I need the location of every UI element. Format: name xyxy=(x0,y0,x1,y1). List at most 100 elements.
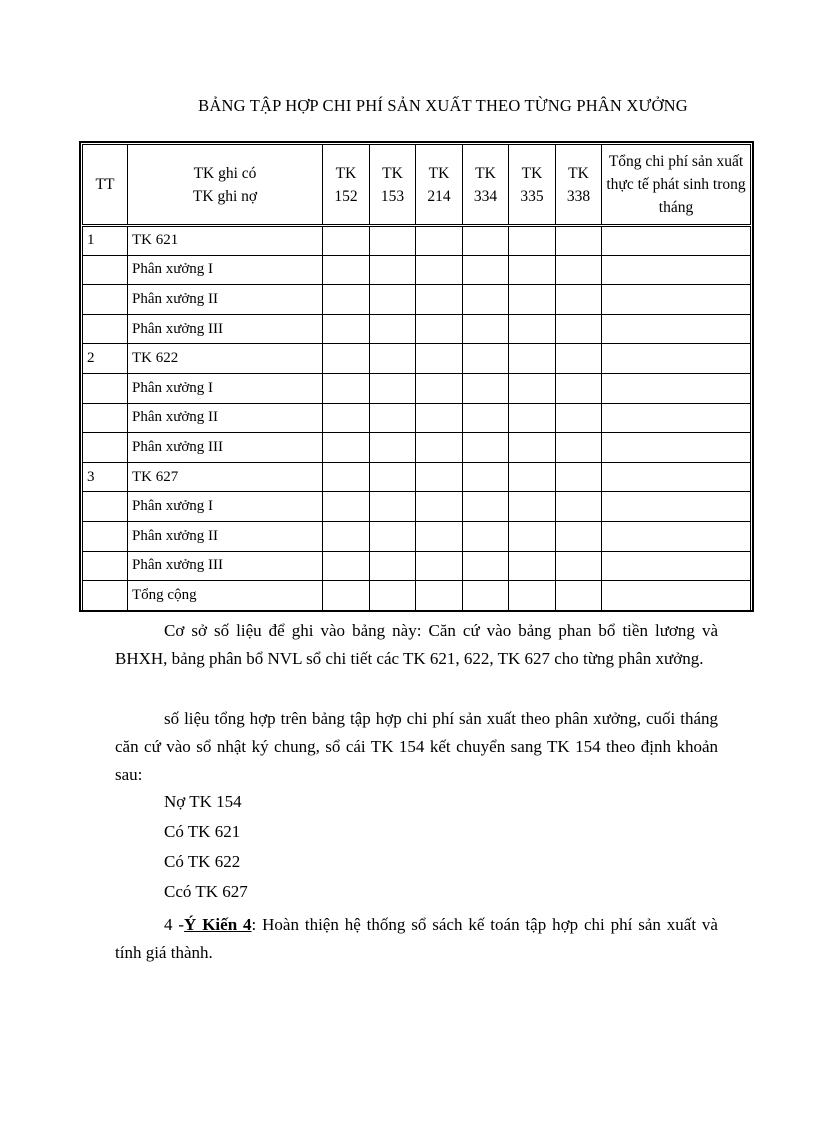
entry-credit-627: Ccó TK 627 xyxy=(164,882,248,901)
section-number: 4 - xyxy=(164,915,185,934)
header-account: TK 338 xyxy=(555,144,602,226)
header-tt: TT xyxy=(82,144,128,226)
table-row: 1 TK 621 xyxy=(82,224,751,256)
paragraph-1: Cơ sở số liệu để ghi vào bảng này: Căn c… xyxy=(115,621,718,668)
table-row: Phân xưởng III xyxy=(82,550,751,582)
cell-value xyxy=(322,284,370,315)
cell-value xyxy=(555,432,602,463)
label: 338 xyxy=(566,187,591,205)
cell-tt xyxy=(82,284,128,315)
cell-value xyxy=(508,520,556,552)
cell-value xyxy=(555,491,602,522)
cell-value xyxy=(462,254,509,286)
cell-value xyxy=(322,491,370,522)
cell-value xyxy=(508,550,556,582)
entry-debit-154: Nợ TK 154 xyxy=(164,792,242,811)
table-row: 2 TK 622 xyxy=(82,343,751,374)
cell-value xyxy=(462,372,509,404)
cell-desc: Phân xưởng III xyxy=(127,313,323,345)
cell-value xyxy=(601,343,751,374)
cell-tt xyxy=(82,550,128,582)
cell-desc: TK 627 xyxy=(127,461,323,493)
cell-value xyxy=(508,313,556,345)
cell-value xyxy=(601,254,751,286)
cell-value xyxy=(369,432,416,463)
cell-value xyxy=(601,580,751,611)
cell-value xyxy=(462,580,509,611)
cell-value xyxy=(555,284,602,315)
paragraph-2: số liệu tổng hợp trên bảng tập hợp chi p… xyxy=(115,709,718,784)
entry-credit-621: Có TK 621 xyxy=(164,822,241,841)
cell-value xyxy=(555,550,602,582)
cell-value xyxy=(508,432,556,463)
cell-value xyxy=(601,313,751,345)
cell-value xyxy=(322,313,370,345)
cell-value xyxy=(508,284,556,315)
cell-tt xyxy=(82,254,128,286)
table-row: Phân xưởng II xyxy=(82,402,751,434)
cell-value xyxy=(555,254,602,286)
header-account: TK 214 xyxy=(415,144,463,226)
cell-value xyxy=(415,580,463,611)
cell-desc: TK 622 xyxy=(127,343,323,374)
cell-value xyxy=(415,284,463,315)
table-row: Phân xưởng II xyxy=(82,520,751,552)
label: 214 xyxy=(427,187,451,205)
cell-value xyxy=(369,372,416,404)
cell-value xyxy=(601,550,751,582)
table-row: Phân xưởng I xyxy=(82,254,751,286)
label: TK xyxy=(335,164,357,182)
cell-value xyxy=(415,372,463,404)
cell-desc: Phân xưởng I xyxy=(127,491,323,522)
cell-value xyxy=(555,313,602,345)
cell-value xyxy=(601,491,751,522)
cell-value xyxy=(462,520,509,552)
cell-value xyxy=(508,224,556,256)
table-row: Phân xưởng III xyxy=(82,313,751,345)
cell-desc: TK 621 xyxy=(127,224,323,256)
cell-desc: Phân xưởng III xyxy=(127,550,323,582)
cell-value xyxy=(322,254,370,286)
cell-value xyxy=(508,254,556,286)
cell-tt xyxy=(82,313,128,345)
cell-value xyxy=(462,402,509,434)
cell-value xyxy=(508,343,556,374)
header-account: TK 335 xyxy=(508,144,556,226)
label: 152 xyxy=(334,187,358,205)
cell-desc: Tổng cộng xyxy=(127,580,323,611)
cell-value xyxy=(415,343,463,374)
header-row: TT TK ghi có TK ghi nợ TK 152 TK 153 TK 214 … xyxy=(82,144,751,226)
cell-value xyxy=(415,254,463,286)
cell-value xyxy=(601,372,751,404)
cell-value xyxy=(322,343,370,374)
cell-value xyxy=(369,224,416,256)
section-text: : Hoàn thiện hệ thống sổ sách kế toán tậ… xyxy=(115,915,718,962)
cell-tt xyxy=(82,372,128,404)
cell-value xyxy=(601,284,751,315)
cell-tt: 3 xyxy=(82,461,128,493)
cell-value xyxy=(415,432,463,463)
cell-value xyxy=(462,313,509,345)
section-heading: Ý Kiến 4 xyxy=(184,915,252,934)
header-account: TK 152 xyxy=(322,144,370,226)
cell-value xyxy=(369,520,416,552)
cell-value xyxy=(369,343,416,374)
cell-value xyxy=(508,372,556,404)
table-title: BẢNG TẬP HỢP CHI PHÍ SẢN XUẤT THEO TỪNG … xyxy=(198,96,688,115)
cell-value xyxy=(555,224,602,256)
cell-value xyxy=(462,224,509,256)
cell-tt xyxy=(82,520,128,552)
header-desc-debit: TK ghi nợ xyxy=(192,187,258,205)
cell-value xyxy=(462,461,509,493)
cell-tt: 2 xyxy=(82,343,128,374)
header-desc: TK ghi có TK ghi nợ xyxy=(127,144,323,226)
cell-value xyxy=(415,520,463,552)
cell-value xyxy=(415,224,463,256)
table-row: Phân xưởng I xyxy=(82,491,751,522)
header-total: Tổng chi phí sản xuất thực tế phát sinh … xyxy=(601,144,751,226)
label: 335 xyxy=(520,187,544,205)
cell-desc: Phân xưởng I xyxy=(127,372,323,404)
cell-value xyxy=(322,580,370,611)
cell-value xyxy=(415,461,463,493)
cell-value xyxy=(508,580,556,611)
